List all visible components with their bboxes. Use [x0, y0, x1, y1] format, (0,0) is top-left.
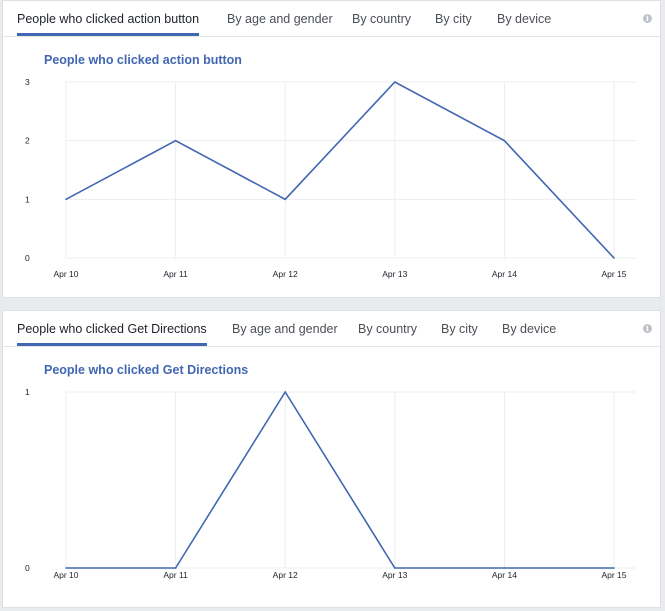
series-line — [66, 390, 614, 569]
x-tick-label: Apr 10 — [53, 269, 78, 279]
series-line — [65, 81, 615, 259]
data-point[interactable] — [174, 139, 177, 142]
tab-by-device[interactable]: By device — [502, 322, 557, 336]
x-tick-label: Apr 15 — [601, 570, 626, 580]
x-tick-label: Apr 12 — [273, 570, 298, 580]
info-icon[interactable]: i — [643, 14, 652, 23]
insights-panel-action-button: People who clicked action button By age … — [2, 0, 661, 298]
info-icon[interactable]: i — [643, 324, 652, 333]
x-tick-label: Apr 12 — [273, 269, 298, 279]
y-tick-label: 1 — [25, 194, 30, 204]
x-tick-label: Apr 14 — [492, 269, 517, 279]
tab-by-country[interactable]: By country — [352, 12, 412, 26]
chart-title: People who clicked Get Directions — [44, 363, 249, 377]
line-chart-action-button: 0 1 2 3 Apr 10 Apr 11 Apr 12 Apr 13 Apr 14 Apr 15 — [25, 77, 636, 279]
x-tick-label: Apr 14 — [492, 570, 517, 580]
data-point[interactable] — [503, 567, 506, 569]
x-tick-label: Apr 13 — [382, 269, 407, 279]
data-point[interactable] — [613, 567, 615, 569]
x-tick-label: Apr 13 — [382, 570, 407, 580]
x-tick-label: Apr 15 — [601, 269, 626, 279]
x-tick-label: Apr 11 — [163, 269, 188, 279]
tab-by-city[interactable]: By city — [435, 12, 472, 26]
y-tick-label: 2 — [25, 136, 30, 146]
y-tick-label: 1 — [25, 387, 30, 397]
tab-by-country[interactable]: By country — [358, 322, 418, 336]
y-tick-label: 0 — [25, 563, 30, 573]
data-point[interactable] — [394, 567, 396, 569]
y-tick-label: 0 — [25, 253, 30, 263]
data-point[interactable] — [65, 567, 67, 569]
data-point[interactable] — [65, 198, 67, 201]
tab-people-clicked-action-button[interactable]: People who clicked action button — [17, 1, 200, 36]
tab-bar: People who clicked Get Directions By age… — [3, 311, 660, 347]
tab-by-age-and-gender[interactable]: By age and gender — [227, 12, 333, 26]
y-tick-label: 3 — [25, 77, 30, 87]
data-point[interactable] — [613, 257, 615, 259]
x-tick-label: Apr 11 — [163, 570, 188, 580]
tab-by-city[interactable]: By city — [441, 322, 478, 336]
insights-panel-get-directions: People who clicked Get Directions By age… — [2, 310, 661, 608]
line-chart-get-directions: 0 1 Apr 10 Apr 11 Apr 12 Apr 13 Apr 14 Apr 15 — [25, 387, 636, 580]
data-point[interactable] — [284, 198, 287, 201]
data-point[interactable] — [174, 567, 177, 569]
tab-by-age-and-gender[interactable]: By age and gender — [232, 322, 338, 336]
tab-bar: People who clicked action button By age … — [3, 1, 660, 37]
chart-title: People who clicked action button — [44, 53, 242, 67]
tab-people-clicked-get-directions[interactable]: People who clicked Get Directions — [17, 311, 207, 346]
x-tick-label: Apr 10 — [53, 570, 78, 580]
tab-by-device[interactable]: By device — [497, 12, 552, 26]
data-point[interactable] — [503, 139, 506, 142]
data-point[interactable] — [284, 391, 287, 393]
data-point[interactable] — [394, 81, 396, 83]
